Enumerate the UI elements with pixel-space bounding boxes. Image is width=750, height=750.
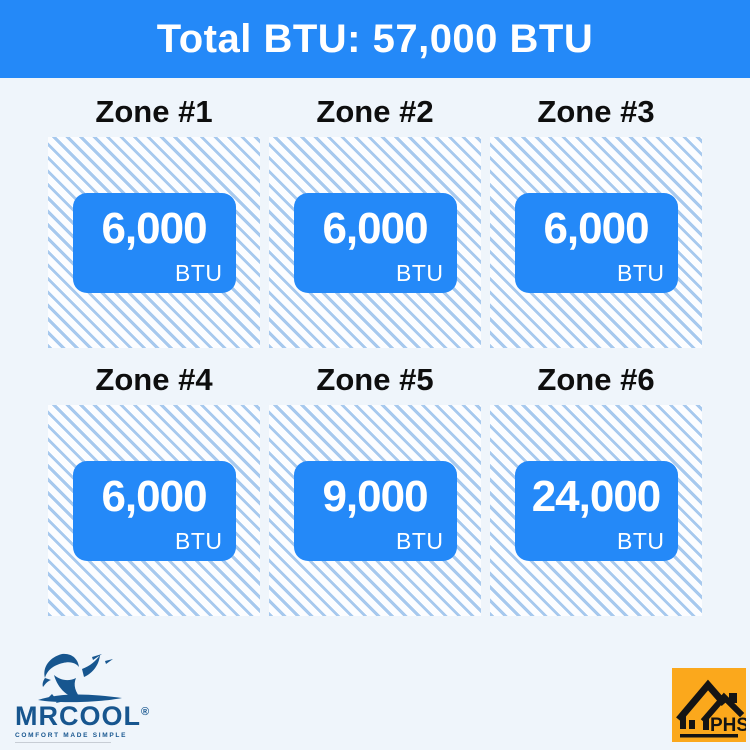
mrcool-tagline: COMFORT MADE SIMPLE: [15, 732, 128, 739]
zone-grid: Zone #1 6,000 BTU Zone #2 6,000 BTU Zone…: [0, 78, 750, 616]
zone-4: Zone #4 6,000 BTU: [48, 363, 260, 616]
zone-5-tile: 9,000 BTU: [269, 405, 481, 616]
zone-6-btu-value: 24,000: [531, 471, 662, 521]
phs-house-icon: PHS: [672, 668, 746, 742]
zone-3-tile: 6,000 BTU: [490, 137, 702, 348]
zone-2: Zone #2 6,000 BTU: [269, 95, 481, 348]
zone-1-tile: 6,000 BTU: [48, 137, 260, 348]
phs-label: PHS: [710, 715, 746, 736]
zone-5: Zone #5 9,000 BTU: [269, 363, 481, 616]
phs-logo: PHS: [672, 668, 746, 742]
mrcool-logo: MRCOOL® COMFORT MADE SIMPLE: [15, 651, 150, 743]
zone-3-btu-card: 6,000 BTU: [514, 192, 678, 293]
zone-6: Zone #6 24,000 BTU: [490, 363, 702, 616]
mrcool-wordmark: MRCOOL®: [15, 701, 150, 731]
zone-3: Zone #3 6,000 BTU: [490, 95, 702, 348]
zone-5-btu-card: 9,000 BTU: [293, 460, 457, 561]
zone-1-label: Zone #1: [95, 94, 213, 129]
zone-5-btu-unit: BTU: [396, 527, 444, 554]
zone-6-btu-unit: BTU: [617, 527, 665, 554]
zone-6-tile: 24,000 BTU: [490, 405, 702, 616]
mrcool-rule: [15, 742, 111, 743]
zone-1-btu-value: 6,000: [101, 203, 207, 253]
mrcool-penguin-icon: [38, 653, 122, 703]
zone-2-btu-unit: BTU: [396, 259, 444, 286]
zone-4-label: Zone #4: [95, 362, 213, 397]
zone-4-btu-unit: BTU: [175, 527, 223, 554]
zone-1-btu-card: 6,000 BTU: [72, 192, 236, 293]
zone-4-btu-value: 6,000: [101, 471, 207, 521]
zone-2-btu-value: 6,000: [322, 203, 428, 253]
zone-5-btu-value: 9,000: [322, 471, 428, 521]
zone-2-btu-card: 6,000 BTU: [293, 192, 457, 293]
zone-3-btu-unit: BTU: [617, 259, 665, 286]
total-btu-title: Total BTU: 57,000 BTU: [156, 16, 594, 61]
zone-1-btu-unit: BTU: [175, 259, 223, 286]
zone-1: Zone #1 6,000 BTU: [48, 95, 260, 348]
zone-2-tile: 6,000 BTU: [269, 137, 481, 348]
zone-4-tile: 6,000 BTU: [48, 405, 260, 616]
zone-5-label: Zone #5: [316, 362, 434, 397]
zone-4-btu-card: 6,000 BTU: [72, 460, 236, 561]
zone-6-btu-card: 24,000 BTU: [514, 460, 678, 561]
zone-6-label: Zone #6: [537, 362, 655, 397]
zone-2-label: Zone #2: [316, 94, 434, 129]
total-btu-header: Total BTU: 57,000 BTU: [0, 0, 750, 78]
zone-3-label: Zone #3: [537, 94, 655, 129]
zone-3-btu-value: 6,000: [543, 203, 649, 253]
registered-mark: ®: [140, 706, 150, 718]
